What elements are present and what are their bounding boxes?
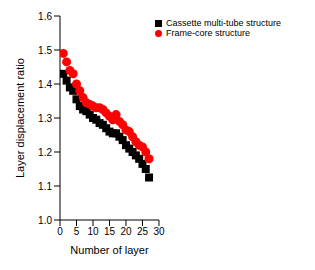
svg-text:Number of layer: Number of layer [70,244,149,256]
svg-text:1.6: 1.6 [38,11,52,22]
svg-text:5: 5 [74,226,80,237]
svg-text:25: 25 [137,226,149,237]
svg-text:1.5: 1.5 [38,45,52,56]
svg-text:1.3: 1.3 [38,113,52,124]
svg-text:Layer displacement ratio: Layer displacement ratio [14,58,26,178]
svg-text:1.1: 1.1 [38,181,52,192]
svg-text:0: 0 [57,226,63,237]
svg-text:1.2: 1.2 [38,147,52,158]
svg-text:30: 30 [153,226,165,237]
html-text:Cassette multi-tube structure: Cassette multi-tube structure [166,18,281,28]
html-text:Frame-core structure: Frame-core structure [166,28,250,38]
svg-text:20: 20 [120,226,132,237]
svg-text:15: 15 [104,226,116,237]
svg-text:10: 10 [87,226,99,237]
svg-text:1.0: 1.0 [38,215,52,226]
svg-text:1.4: 1.4 [38,79,52,90]
